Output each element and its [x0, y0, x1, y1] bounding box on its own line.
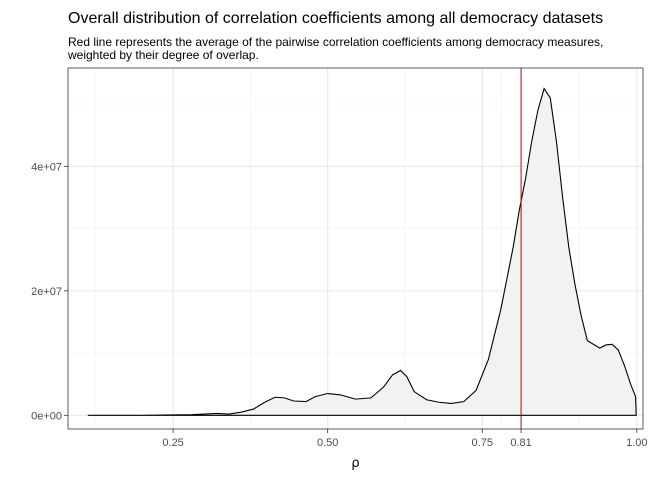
y-tick-label: 0e+00: [31, 410, 62, 422]
chart-subtitle-line-1: Red line represents the average of the p…: [68, 35, 603, 49]
plot-panel: [67, 67, 644, 430]
density-area: [87, 88, 637, 416]
panel-border: [67, 67, 644, 430]
x-tick-label: 0.25: [162, 437, 183, 449]
y-tick-label: 2e+07: [31, 286, 62, 298]
y-axis: 0e+00 2e+07 4e+07: [31, 161, 68, 422]
x-axis-title: ρ: [351, 456, 359, 471]
chart-title: Overall distribution of correlation coef…: [68, 10, 603, 27]
x-tick-label: 1.00: [626, 437, 647, 449]
y-tick-label: 4e+07: [31, 161, 62, 173]
x-tick-label: 0.81: [510, 437, 531, 449]
x-tick-label: 0.50: [317, 437, 338, 449]
density-line: [87, 87, 637, 416]
x-axis: 0.25 0.50 0.75 0.81 1.00: [162, 429, 648, 449]
chart-subtitle-line-2: weighted by their degree of overlap.: [67, 48, 259, 62]
x-tick-label: 0.75: [472, 437, 493, 449]
